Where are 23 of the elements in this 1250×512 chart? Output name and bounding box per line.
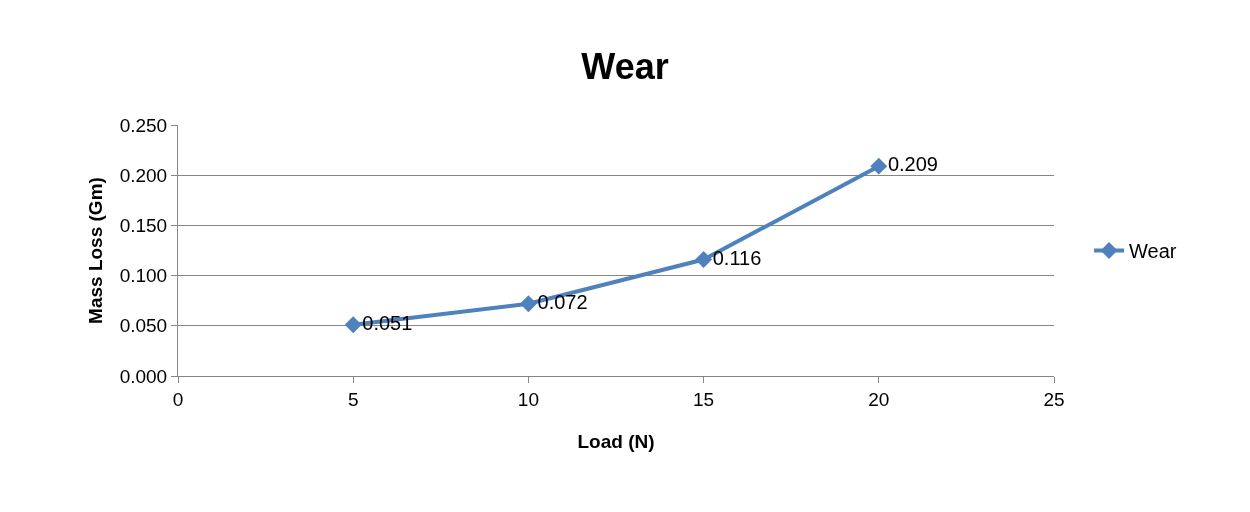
- x-tick-label: 15: [693, 388, 715, 410]
- data-label: 0.072: [537, 290, 588, 313]
- point: [344, 316, 362, 334]
- data-label: 0.116: [712, 246, 762, 269]
- x-tick-label: 10: [517, 388, 539, 410]
- y-tick-label: 0.150: [119, 215, 168, 237]
- y-tick-label: 0.250: [119, 114, 168, 136]
- x-tick-label: 25: [1043, 388, 1065, 410]
- y-tick-label: 0.050: [119, 315, 168, 337]
- y-tick-label: 0.100: [119, 265, 168, 287]
- y-tick-label: 0.200: [119, 164, 168, 186]
- y-tick-label: 0.000: [119, 365, 168, 387]
- data-label: 0.209: [887, 153, 938, 176]
- point: [695, 251, 713, 268]
- x-tick-label: 20: [868, 388, 890, 410]
- chart-title: Wear: [581, 46, 669, 88]
- y-axis-title: Mass Loss (Gm): [84, 177, 106, 324]
- x-tick-label: 0: [172, 388, 184, 410]
- x-tick-label: 5: [347, 388, 359, 410]
- point: [519, 295, 537, 313]
- legend-label: Wear: [1129, 240, 1177, 263]
- x-axis-title: Load (N): [577, 430, 655, 452]
- point: [870, 157, 888, 175]
